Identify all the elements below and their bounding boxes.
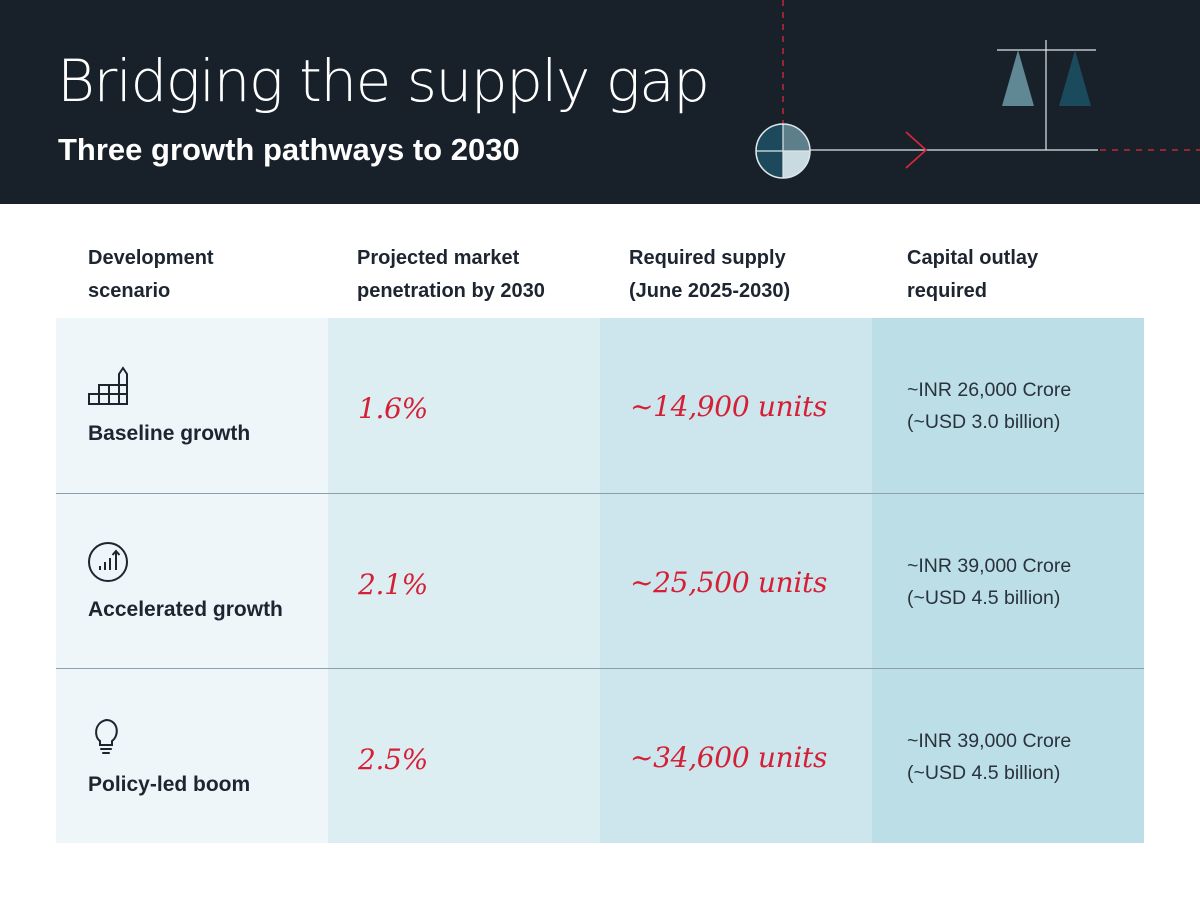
capital-usd: (~USD 3.0 billion) bbox=[907, 411, 1061, 433]
pie-circle-icon bbox=[755, 123, 811, 179]
capital-cell: ~INR 26,000 Crore (~USD 3.0 billion) bbox=[872, 318, 1144, 493]
table-row: Accelerated growth 2.1% ~25,500 units ~I… bbox=[56, 493, 1144, 668]
red-chevron-icon bbox=[905, 131, 928, 169]
penetration-value: 1.6% bbox=[358, 392, 428, 425]
scenario-label: Policy-led boom bbox=[88, 773, 251, 796]
lightbulb-icon bbox=[95, 718, 118, 754]
capital-usd: (~USD 4.5 billion) bbox=[907, 587, 1061, 609]
page-title: Bridging the supply gap bbox=[57, 47, 710, 115]
scenario-table: Development scenario Projected market pe… bbox=[56, 236, 1144, 843]
supply-cell: ~25,500 units bbox=[600, 494, 872, 668]
column-header-supply: Required supply (June 2025-2030) bbox=[629, 247, 791, 302]
scenario-cell: Baseline growth bbox=[56, 318, 328, 493]
page-subtitle: Three growth pathways to 2030 bbox=[58, 132, 520, 167]
scenario-cell: Policy-led boom bbox=[56, 669, 328, 843]
balance-scale-icon bbox=[997, 40, 1096, 150]
penetration-cell: 2.1% bbox=[328, 494, 600, 668]
stepped-blocks-icon bbox=[88, 366, 128, 405]
supply-cell: ~14,900 units bbox=[600, 318, 872, 493]
capital-cell: ~INR 39,000 Crore (~USD 4.5 billion) bbox=[872, 669, 1144, 843]
capital-inr: ~INR 39,000 Crore bbox=[907, 555, 1072, 577]
scenario-label: Accelerated growth bbox=[88, 598, 283, 621]
capital-value: ~INR 26,000 Crore (~USD 3.0 billion) bbox=[907, 374, 1071, 438]
capital-value: ~INR 39,000 Crore (~USD 4.5 billion) bbox=[907, 725, 1071, 789]
scenario-cell: Accelerated growth bbox=[56, 494, 328, 668]
supply-value: ~25,500 units bbox=[630, 566, 828, 599]
supply-value: ~14,900 units bbox=[630, 390, 828, 423]
header-banner: Bridging the supply gap Three growth pat… bbox=[0, 0, 1200, 204]
supply-cell: ~34,600 units bbox=[600, 669, 872, 843]
column-header-capital: Capital outlay required bbox=[907, 247, 1039, 302]
supply-value: ~34,600 units bbox=[630, 741, 828, 774]
capital-inr: ~INR 39,000 Crore bbox=[907, 730, 1072, 752]
penetration-value: 2.5% bbox=[358, 743, 428, 776]
table-row: Policy-led boom 2.5% ~34,600 units ~INR … bbox=[56, 668, 1144, 843]
penetration-cell: 2.5% bbox=[328, 669, 600, 843]
penetration-cell: 1.6% bbox=[328, 318, 600, 493]
column-header-scenario: Development scenario bbox=[88, 247, 214, 302]
scenario-label: Baseline growth bbox=[88, 422, 251, 445]
table-header-row: Development scenario Projected market pe… bbox=[56, 236, 1144, 318]
capital-cell: ~INR 39,000 Crore (~USD 4.5 billion) bbox=[872, 494, 1144, 668]
capital-value: ~INR 39,000 Crore (~USD 4.5 billion) bbox=[907, 550, 1071, 614]
capital-inr: ~INR 26,000 Crore bbox=[907, 379, 1072, 401]
decorative-graphic bbox=[755, 0, 1200, 179]
penetration-value: 2.1% bbox=[358, 568, 428, 601]
table-row: Baseline growth 1.6% ~14,900 units ~INR … bbox=[56, 318, 1144, 493]
capital-usd: (~USD 4.5 billion) bbox=[907, 762, 1061, 784]
rising-bar-chart-icon bbox=[88, 542, 128, 582]
column-header-penetration: Projected market penetration by 2030 bbox=[357, 247, 545, 302]
